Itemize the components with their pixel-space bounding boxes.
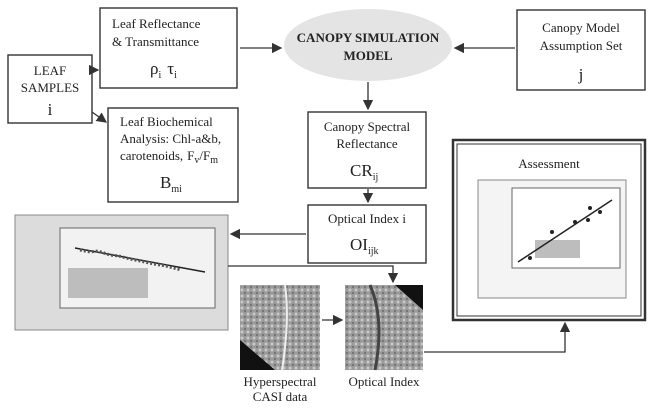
arrow [424,321,571,353]
leaf-reflectance-box [99,7,238,89]
assessment-inner-frame [456,143,642,317]
scatter-thumbnail [14,214,229,331]
subscript: i [174,70,177,81]
image-caption: CASI data [253,389,308,404]
node-label: MODEL [343,48,392,63]
node-symbol: Bmi [160,173,182,195]
canopy-model-ellipse [284,9,452,81]
image-caption: Optical Index [348,374,420,389]
subscript: i [158,70,161,81]
node-symbol: CRij [350,161,378,183]
label-part: /F [199,148,210,163]
arrow [91,111,108,123]
assessment-title: Assessment [518,156,580,171]
symbol: OI [350,235,368,254]
node-label: Leaf Biochemical [120,114,213,129]
label-part: carotenoids, [120,148,183,163]
node-symbol: i [48,100,53,119]
symbol: ρ [150,59,158,78]
node-label: SAMPLES [21,80,80,95]
subscript: mi [171,184,182,195]
arrow [228,265,399,284]
node-label: Analysis: Chl-a&b, [120,131,221,146]
image-caption: Hyperspectral [244,374,317,389]
node-label: Assumption Set [540,38,623,53]
node-label: Leaf Reflectance [112,16,201,31]
node-label: LEAF [34,63,67,78]
node-label: Canopy Model [542,20,620,35]
assessment-thumbnail [477,179,627,299]
node-label: CANOPY SIMULATION [297,30,440,45]
node-label: carotenoids, Fv/Fm [120,148,218,166]
biochemical-box [107,107,239,203]
symbol: CR [350,161,373,180]
subscript: ijk [368,246,379,257]
label-part: F [187,148,194,163]
symbol: τ [167,59,174,78]
node-label: Reflectance [336,136,398,151]
node-label: Optical Index i [328,211,406,226]
optical-index-box [307,204,427,264]
node-label: & Transmittance [112,34,199,49]
node-symbol: j [578,65,584,84]
node-symbol: ρi τi [150,59,177,81]
subscript: ij [373,172,379,183]
assumption-set-box [516,9,646,91]
subscript: v [194,155,199,166]
optical-index-image [345,285,423,370]
node-symbol: OIijk [350,235,379,257]
node-label: Canopy Spectral [324,119,411,134]
symbol: B [160,173,171,192]
leaf-samples-box [7,54,93,124]
canopy-reflectance-box [307,111,427,189]
subscript: m [210,155,218,166]
